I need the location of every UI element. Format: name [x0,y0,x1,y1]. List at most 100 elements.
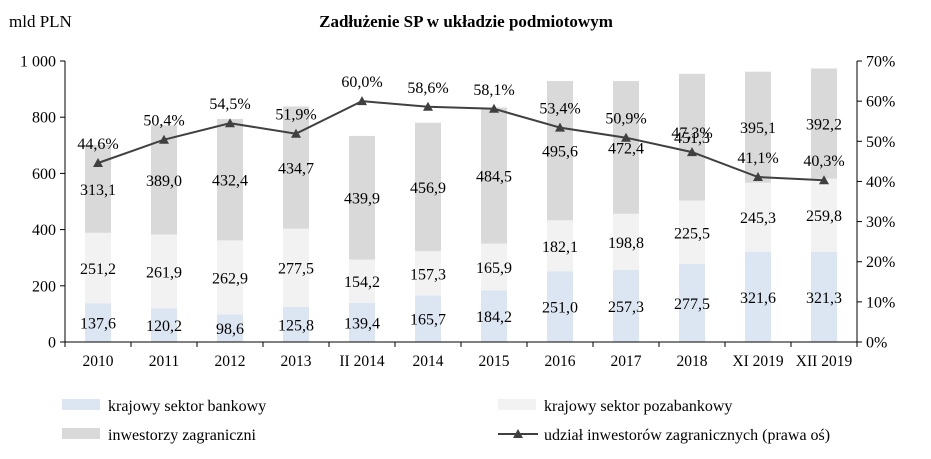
legend-label: udział inwestorów zagranicznych (prawa o… [544,427,830,444]
line-series-group: 44,6% 50,4% 54,5% 51,9% 60,0% 58,6% 58,1% 53,4%… [77,74,845,185]
bar-data-label: 484,5 [476,169,512,186]
y-axis-unit-label: mld PLN [9,12,72,31]
bar-data-label: 198,8 [608,235,644,252]
bar-data-label: 321,6 [740,290,776,307]
bar-nonbank [679,200,705,265]
bar-foreign [481,107,507,244]
bar-bank [811,251,837,342]
bar-data-label: 154,2 [344,274,380,291]
bar-nonbank [745,182,771,252]
bar-foreign [745,71,771,183]
bar-bank [217,314,243,342]
bar-data-label: 182,1 [542,239,578,256]
bar-foreign [613,81,639,214]
bar-data-label: 257,3 [608,299,644,316]
legend-marker [513,429,523,438]
bar-foreign [547,81,573,221]
x-category-label: 2013 [281,353,312,370]
bar-series-group [85,68,837,342]
x-category-label: 2018 [677,353,708,370]
line-data-label: 50,4% [143,113,184,130]
line-marker [291,128,301,138]
line-data-label: 40,3% [803,153,844,170]
bar-nonbank [85,232,111,304]
bar-data-label: 251,0 [542,300,578,317]
x-category-label: 2014 [413,353,444,370]
legend-label: krajowy sektor pozabankowy [544,398,732,415]
bar-data-label: 251,2 [80,261,116,278]
bar-bank [679,264,705,342]
bar-bank [745,251,771,342]
line-data-label: 41,1% [737,150,778,167]
line-marker [687,147,697,157]
bar-data-label: 259,8 [806,208,842,225]
bar-nonbank [151,234,177,309]
legend-key-foreign [62,428,100,439]
bar-foreign [283,106,309,229]
bar-data-label: 245,3 [740,210,776,227]
bar-data-label: 321,3 [806,290,842,307]
bar-data-label: 495,6 [542,144,578,161]
bar-foreign [811,68,837,179]
x-category-label: 2011 [149,353,179,370]
bar-data-label: 261,9 [146,264,182,281]
line-marker [753,172,763,181]
bar-nonbank [415,251,441,296]
bar-data-label: 125,8 [278,317,314,334]
bar-bank [415,295,441,342]
y2-tick-label: 40% [866,174,895,191]
bar-data-label: 277,5 [674,296,710,313]
bar-foreign [679,73,705,201]
bar-bank [547,271,573,342]
bar-data-label: 184,2 [476,309,512,326]
bar-data-label: 137,6 [80,316,116,333]
bar-nonbank [481,243,507,291]
y2-tick-label: 30% [866,214,895,231]
line-marker [93,158,103,167]
x-category-label: 2012 [215,353,246,370]
y2-tick-label: 70% [866,54,895,71]
x-category-label: II 2014 [339,353,384,370]
y2-tick-label: 0% [866,335,887,352]
bar-data-label: 395,1 [740,120,776,137]
y-tick-label: 400 [32,222,56,239]
line-data-label: 50,9% [605,111,646,128]
bar-bank [481,290,507,342]
bar-data-label: 432,4 [212,173,248,190]
line-data-label: 58,6% [407,80,448,97]
bar-foreign [349,135,375,260]
line-data-label: 51,9% [275,107,316,124]
bar-nonbank [217,240,243,315]
bar-data-label: 139,4 [344,315,380,332]
bar-data-label: 225,5 [674,225,710,242]
x-category-label: 2017 [611,353,642,370]
bar-data-label: 389,0 [146,173,182,190]
line-marker [489,103,499,113]
y-tick-label: 200 [32,278,56,295]
bar-data-label: 451,3 [674,130,710,147]
line-marker [225,118,235,128]
bar-bank [151,308,177,342]
y-tick-label: 1 000 [20,54,56,71]
bar-label-group: 137,6 251,2 313,1 120,2 261,9 389,0 98,6 262,9 4… [80,117,842,339]
legend-label: krajowy sektor bankowy [108,398,266,415]
bar-data-label: 472,4 [608,141,644,158]
x-category-label: XI 2019 [732,353,783,370]
x-category-label: 2016 [545,353,576,370]
y-tick-label: 0 [48,335,56,352]
bar-nonbank [811,178,837,252]
bar-data-label: 456,9 [410,180,446,197]
line-marker [621,132,631,142]
bar-foreign [415,122,441,252]
y2-tick-label: 50% [866,134,895,151]
bar-nonbank [613,213,639,270]
y-tick-label: 800 [32,110,56,127]
y-tick-label: 600 [32,166,56,183]
line-data-label: 60,0% [341,74,382,91]
line-data-label: 58,1% [473,82,514,99]
bar-foreign [217,118,243,241]
x-category-label: XII 2019 [796,353,853,370]
line-marker [159,134,169,144]
bar-nonbank [349,259,375,303]
